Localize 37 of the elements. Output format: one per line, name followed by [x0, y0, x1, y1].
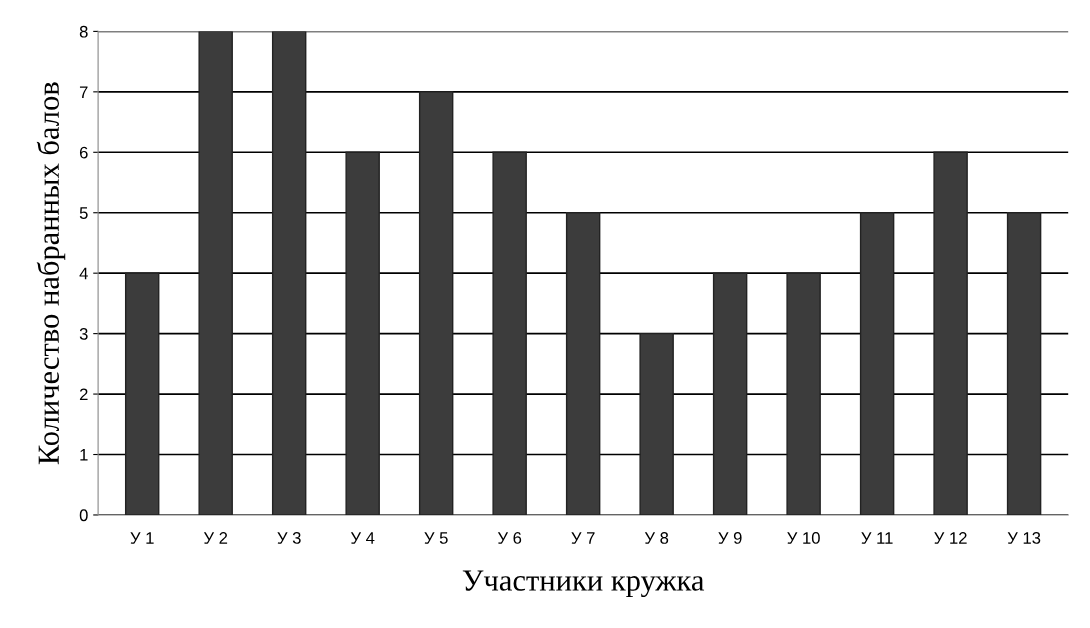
x-tick-label: У 3: [277, 532, 301, 544]
x-tick-label: У 4: [350, 532, 375, 544]
bar: [345, 151, 380, 515]
bar: [124, 272, 160, 515]
x-tick-label: У 2: [203, 532, 228, 544]
y-tick-label: 1: [80, 449, 88, 461]
x-tick-label: У 9: [718, 532, 742, 544]
x-tick-label: У 5: [424, 532, 448, 544]
x-tick-label: У 13: [1007, 532, 1041, 544]
y-tick-label: 2: [79, 388, 88, 401]
y-tick-label: 5: [79, 207, 88, 219]
x-tick-label: У 7: [571, 532, 595, 544]
bar: [565, 212, 601, 515]
bar: [271, 31, 307, 515]
bar: [418, 91, 454, 515]
bar: [933, 151, 968, 515]
x-tick-label: У 11: [861, 532, 893, 544]
bar: [198, 31, 233, 515]
y-axis-title: Количество набранных балов: [36, 82, 66, 465]
bar: [786, 272, 821, 515]
x-tick-label: У 1: [130, 532, 154, 544]
bar: [639, 332, 674, 515]
bar: [1006, 212, 1042, 515]
y-tick-label: 4: [79, 267, 88, 280]
y-tick-label: 7: [79, 86, 88, 98]
bar: [492, 151, 527, 515]
y-tick-label: 0: [79, 509, 88, 522]
x-tick-label: У 10: [787, 532, 820, 544]
x-tick-label: У 8: [644, 532, 669, 544]
x-axis-title: Участники кружка: [462, 570, 705, 598]
y-tick-label: 6: [79, 146, 88, 159]
x-tick-label: У 12: [934, 532, 967, 544]
bar: [712, 272, 748, 515]
bar: [859, 212, 895, 515]
x-tick-label: У 6: [497, 532, 522, 544]
y-tick-label: 3: [79, 328, 88, 340]
y-tick-label: 8: [79, 25, 88, 38]
